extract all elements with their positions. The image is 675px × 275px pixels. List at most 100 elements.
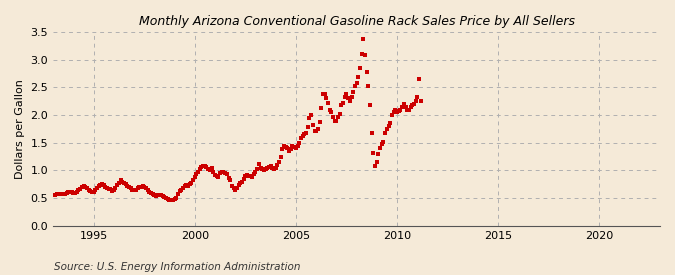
Point bbox=[383, 124, 394, 128]
Point bbox=[314, 120, 325, 124]
Point bbox=[400, 104, 411, 109]
Point bbox=[102, 185, 113, 190]
Point bbox=[120, 182, 131, 186]
Point bbox=[282, 146, 293, 150]
Point bbox=[235, 180, 246, 185]
Point bbox=[313, 127, 323, 131]
Point bbox=[65, 189, 76, 194]
Point bbox=[245, 174, 256, 178]
Point bbox=[240, 174, 250, 178]
Point bbox=[242, 173, 252, 177]
Point bbox=[367, 131, 377, 135]
Point bbox=[316, 106, 327, 111]
Point bbox=[296, 136, 306, 141]
Point bbox=[407, 103, 418, 107]
Point bbox=[193, 169, 204, 174]
Point bbox=[171, 196, 182, 200]
Point bbox=[256, 167, 267, 172]
Point bbox=[412, 95, 423, 100]
Point bbox=[59, 192, 70, 196]
Point bbox=[119, 180, 130, 185]
Point bbox=[350, 84, 360, 89]
Point bbox=[226, 184, 237, 188]
Point bbox=[134, 185, 144, 189]
Point bbox=[190, 175, 200, 179]
Point bbox=[324, 107, 335, 112]
Point bbox=[92, 186, 103, 190]
Point bbox=[181, 183, 192, 188]
Point bbox=[343, 96, 354, 101]
Point bbox=[154, 193, 165, 198]
Point bbox=[394, 108, 404, 113]
Point bbox=[264, 164, 275, 169]
Point bbox=[97, 182, 107, 186]
Point bbox=[269, 167, 279, 172]
Point bbox=[246, 175, 257, 179]
Point bbox=[110, 186, 121, 190]
Point bbox=[163, 197, 173, 202]
Point bbox=[358, 36, 369, 41]
Point bbox=[90, 188, 101, 192]
Point bbox=[124, 185, 134, 189]
Point bbox=[210, 173, 221, 177]
Point bbox=[215, 171, 225, 175]
Point bbox=[205, 168, 215, 172]
Y-axis label: Dollars per Gallon: Dollars per Gallon bbox=[15, 79, 25, 179]
Point bbox=[219, 171, 230, 175]
Point bbox=[338, 101, 348, 105]
Point bbox=[178, 186, 188, 190]
Point bbox=[254, 162, 265, 166]
Point bbox=[354, 66, 365, 70]
Point bbox=[408, 102, 419, 106]
Point bbox=[75, 186, 86, 191]
Point bbox=[244, 174, 254, 178]
Point bbox=[340, 95, 350, 100]
Point bbox=[201, 165, 212, 169]
Point bbox=[277, 147, 288, 152]
Point bbox=[184, 182, 195, 186]
Point bbox=[272, 163, 283, 167]
Point bbox=[297, 133, 308, 138]
Point bbox=[56, 192, 67, 197]
Point bbox=[146, 191, 157, 195]
Point bbox=[238, 177, 249, 181]
Point bbox=[112, 183, 123, 188]
Point bbox=[183, 184, 194, 188]
Point bbox=[398, 102, 409, 106]
Point bbox=[378, 139, 389, 144]
Point bbox=[173, 192, 184, 196]
Point bbox=[95, 183, 106, 187]
Point bbox=[208, 169, 219, 174]
Point bbox=[397, 104, 408, 109]
Point bbox=[72, 189, 82, 194]
Point bbox=[252, 167, 263, 171]
Point bbox=[368, 150, 379, 155]
Point bbox=[122, 184, 133, 188]
Point bbox=[186, 180, 196, 185]
Point bbox=[68, 191, 79, 195]
Point bbox=[273, 160, 284, 164]
Point bbox=[53, 192, 63, 197]
Point bbox=[200, 164, 211, 168]
Point bbox=[360, 53, 371, 57]
Point bbox=[265, 164, 276, 168]
Point bbox=[287, 143, 298, 148]
Point bbox=[180, 184, 190, 188]
Point bbox=[392, 110, 402, 114]
Point bbox=[323, 101, 333, 105]
Point bbox=[373, 152, 384, 156]
Point bbox=[341, 92, 352, 96]
Point bbox=[100, 184, 111, 189]
Point bbox=[292, 143, 303, 148]
Point bbox=[294, 141, 304, 145]
Point bbox=[331, 119, 342, 123]
Point bbox=[361, 70, 372, 74]
Point bbox=[221, 172, 232, 177]
Point bbox=[306, 113, 317, 117]
Point bbox=[304, 116, 315, 120]
Title: Monthly Arizona Conventional Gasoline Rack Sales Price by All Sellers: Monthly Arizona Conventional Gasoline Ra… bbox=[138, 15, 574, 28]
Point bbox=[302, 125, 313, 130]
Point bbox=[169, 197, 180, 202]
Point bbox=[115, 178, 126, 183]
Point bbox=[147, 192, 158, 196]
